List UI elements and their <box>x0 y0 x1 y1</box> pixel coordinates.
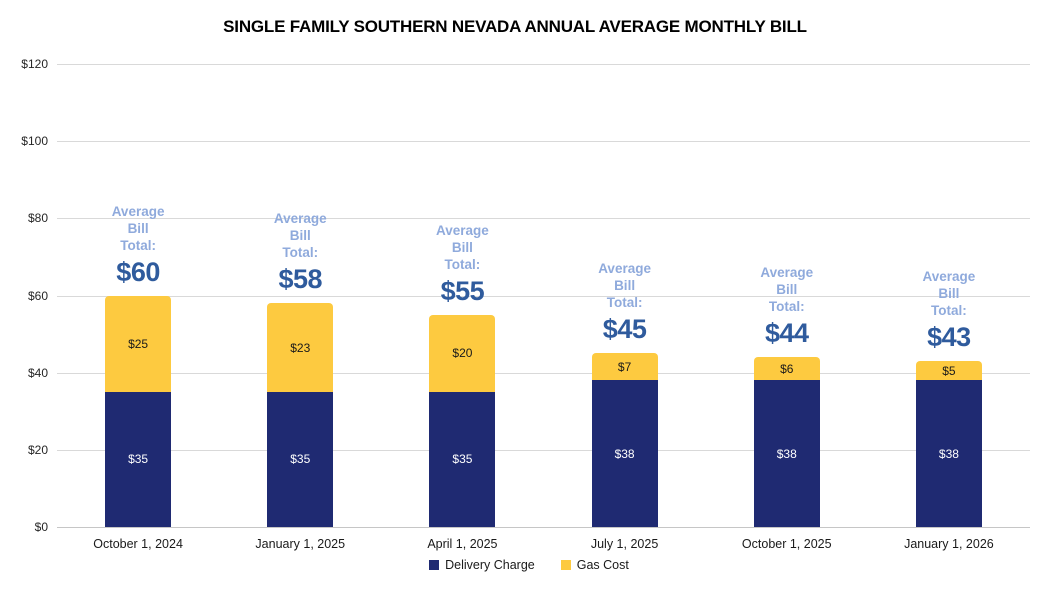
gas-cost-value-label: $20 <box>452 346 473 361</box>
gridline <box>57 527 1030 528</box>
gas-cost-segment: $5 <box>915 361 982 381</box>
average-bill-annotation-line: Bill <box>776 282 798 298</box>
x-axis-label: October 1, 2024 <box>93 537 183 551</box>
average-bill-annotation-line: Average <box>273 211 327 227</box>
gridline <box>57 64 1030 65</box>
delivery-charge-segment: $38 <box>915 380 982 527</box>
delivery-charge-segment: $38 <box>753 380 820 527</box>
gridline <box>57 141 1030 143</box>
bill-total-label: $43 <box>927 322 971 353</box>
average-bill-annotation-line: Average <box>922 269 976 285</box>
legend-label-gas-cost: Gas Cost <box>576 558 629 572</box>
average-bill-annotation: Average Bill Total: $60 <box>63 203 213 288</box>
x-axis-label: July 1, 2025 <box>590 537 659 551</box>
average-bill-annotation-line: Average <box>598 261 651 277</box>
bill-total-label: $45 <box>602 314 647 345</box>
average-bill-annotation-line: Total: <box>606 295 643 311</box>
gridline <box>57 295 1030 297</box>
average-bill-annotation-line: Bill <box>127 220 149 236</box>
y-axis-tick-label: $40 <box>27 365 48 380</box>
x-axis-label: April 1, 2025 <box>427 537 498 551</box>
x-axis-label: October 1, 2025 <box>741 537 832 551</box>
gas-cost-segment: $6 <box>753 357 820 381</box>
delivery-charge-value-label: $35 <box>452 452 473 467</box>
gas-cost-segment: $23 <box>267 303 334 392</box>
average-bill-annotation-line: Bill <box>614 278 636 294</box>
legend-item-gas-cost: Gas Cost <box>560 558 629 572</box>
gas-cost-value-label: $6 <box>780 361 794 376</box>
y-axis-tick-label: $100 <box>21 134 48 149</box>
delivery-charge-segment: $35 <box>267 391 334 527</box>
gas-cost-segment: $25 <box>105 295 172 392</box>
delivery-charge-value-label: $35 <box>290 452 311 467</box>
gas-cost-segment: $7 <box>591 353 658 381</box>
average-bill-annotation-line: Bill <box>451 239 473 255</box>
bill-total-label: $58 <box>278 264 323 295</box>
y-axis-tick-label: $20 <box>27 442 48 457</box>
average-bill-annotation: Average Bill Total: $45 <box>550 260 700 345</box>
average-bill-annotation-line: Bill <box>938 286 960 302</box>
gas-cost-value-label: $25 <box>128 336 149 351</box>
legend-label-delivery-charge: Delivery Charge <box>445 558 535 572</box>
gridline <box>57 218 1030 220</box>
chart-title: SINGLE FAMILY SOUTHERN NEVADA ANNUAL AVE… <box>223 17 807 36</box>
gas-cost-value-label: $7 <box>617 359 632 374</box>
delivery-charge-value-label: $38 <box>776 446 797 461</box>
x-axis-label: January 1, 2025 <box>255 537 346 551</box>
average-bill-annotation: Average Bill Total: $44 <box>712 264 862 349</box>
average-bill-annotation-line: Total: <box>768 299 805 315</box>
y-axis-tick-label: $0 <box>34 520 48 534</box>
average-bill-annotation-line: Average <box>111 203 165 219</box>
average-bill-annotation: Average Bill Total: $58 <box>225 210 375 295</box>
gridline <box>57 372 1030 374</box>
bill-total-label: $55 <box>440 275 485 306</box>
average-bill-annotation-line: Average <box>436 222 489 238</box>
gas-cost-value-label: $5 <box>942 363 956 378</box>
delivery-charge-value-label: $35 <box>128 452 149 467</box>
delivery-charge-segment: $35 <box>105 391 172 527</box>
average-bill-annotation-line: Total: <box>282 245 319 261</box>
bill-total-label: $44 <box>764 318 809 349</box>
bill-total-label: $60 <box>116 256 160 287</box>
gridline <box>57 449 1030 451</box>
delivery-charge-segment: $38 <box>591 380 658 527</box>
y-axis-tick-label: $60 <box>27 288 48 303</box>
delivery-charge-swatch-icon <box>429 560 440 570</box>
gas-cost-value-label: $23 <box>290 340 311 355</box>
average-bill-annotation: Average Bill Total: $55 <box>387 222 537 307</box>
average-bill-annotation-line: Total: <box>120 237 156 253</box>
legend: Delivery Charge Gas Cost <box>0 558 1058 572</box>
x-axis-label: January 1, 2026 <box>904 537 994 551</box>
gas-cost-segment: $20 <box>429 314 496 392</box>
average-bill-annotation-line: Average <box>760 265 814 281</box>
average-bill-annotation-line: Total: <box>931 303 967 319</box>
average-bill-annotation-line: Bill <box>289 228 311 244</box>
average-bill-annotation-line: Total: <box>444 256 481 272</box>
y-axis-tick-label: $80 <box>27 211 48 226</box>
delivery-charge-value-label: $38 <box>614 446 635 461</box>
average-bill-annotation: Average Bill Total: $43 <box>874 268 1024 353</box>
gas-cost-swatch-icon <box>560 560 571 570</box>
y-axis-tick-label: $120 <box>21 57 48 71</box>
delivery-charge-value-label: $38 <box>938 446 959 461</box>
legend-item-delivery-charge: Delivery Charge <box>429 558 535 572</box>
delivery-charge-segment: $35 <box>429 391 496 527</box>
